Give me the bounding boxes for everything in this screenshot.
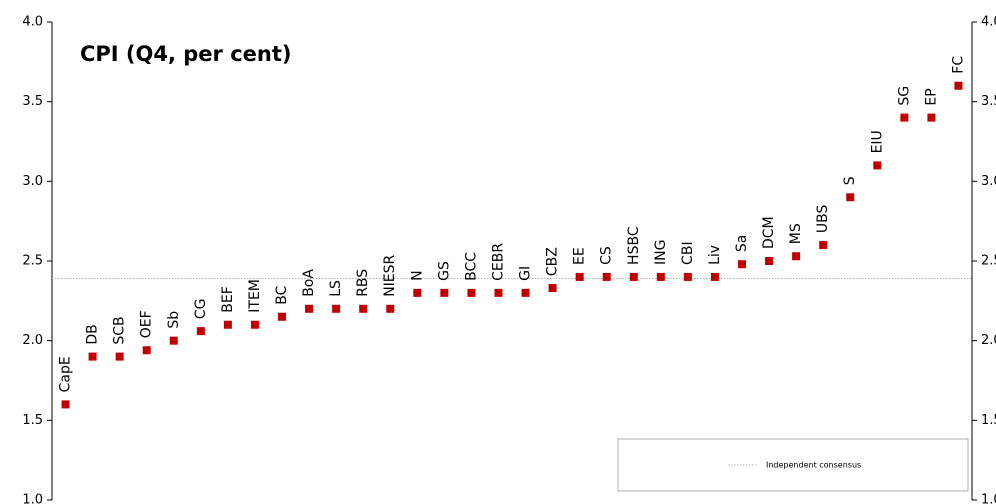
dot: [494, 288, 503, 297]
point-label: DCM: [761, 216, 777, 249]
dot: [115, 352, 124, 361]
y2-tick-label: 3.5: [981, 94, 996, 109]
dot: [846, 193, 855, 202]
point-label: GI: [518, 266, 534, 281]
dot: [927, 113, 936, 122]
point-label: FC: [950, 56, 966, 74]
dot: [548, 284, 557, 293]
dot: [332, 304, 341, 313]
point-label: BCC: [463, 252, 479, 281]
point-label: ING: [653, 239, 669, 264]
point-label: SCB: [112, 316, 128, 344]
dot: [196, 327, 205, 336]
point-label: UBS: [815, 204, 831, 233]
dot: [819, 241, 828, 250]
y2-tick-label: 1.0: [981, 493, 996, 504]
point-label: MS: [788, 223, 804, 244]
dot: [359, 304, 368, 313]
dot: [792, 252, 801, 261]
point-label: CBZ: [545, 247, 561, 276]
dot: [954, 81, 963, 90]
y2-tick-label: 1.5: [981, 413, 996, 428]
point-label: CS: [599, 246, 615, 265]
point-label: GS: [436, 261, 452, 281]
y-tick-label: 1.5: [22, 413, 43, 428]
legend-box: [617, 438, 969, 492]
dot: [629, 272, 638, 281]
point-label: EIU: [869, 130, 885, 153]
dot: [386, 304, 395, 313]
y-tick-label: 3.5: [22, 94, 43, 109]
point-label: EP: [923, 88, 939, 105]
y2-tick-label: 4.0: [981, 15, 996, 30]
dot: [873, 161, 882, 170]
dot: [765, 257, 774, 265]
dot: [738, 260, 746, 269]
point-label: S: [842, 176, 858, 185]
dot: [683, 272, 692, 281]
point-label: NIESR: [382, 254, 398, 296]
point-label: OEF: [139, 310, 155, 338]
dot: [223, 320, 232, 329]
dot: [169, 336, 178, 345]
dot: [710, 272, 719, 281]
point-label: HSBC: [626, 226, 642, 265]
point-label: BC: [274, 285, 290, 304]
dot: [656, 272, 665, 281]
point-label: DB: [85, 324, 101, 344]
point-label: EE: [572, 247, 588, 265]
dot: [900, 113, 909, 122]
dot: [413, 288, 422, 297]
point-label: BoA: [301, 269, 317, 297]
dot: [142, 346, 151, 355]
dot: [61, 400, 70, 409]
y-tick-label: 4.0: [22, 15, 43, 30]
y2-tick-label: 3.0: [981, 174, 996, 189]
dot: [521, 288, 530, 297]
y-tick-label: 1.0: [22, 493, 43, 504]
point-label: RBS: [355, 269, 371, 297]
dot: [305, 304, 314, 313]
y2-tick-label: 2.5: [981, 254, 996, 269]
legend-label: Independent consensus: [766, 461, 861, 470]
dot: [88, 352, 97, 361]
point-label: N: [409, 270, 425, 280]
point-label: BEF: [220, 286, 236, 313]
y-tick-label: 3.0: [22, 174, 43, 189]
point-label: CEBR: [490, 243, 506, 281]
dot: [278, 312, 286, 321]
y-tick-label: 2.5: [22, 254, 43, 269]
dot: [467, 288, 476, 297]
dot: [602, 272, 611, 281]
dot: [250, 320, 259, 329]
point-label: ITEM: [247, 279, 263, 313]
dot: [440, 288, 449, 297]
point-label: Liv: [707, 245, 723, 265]
point-label: Sb: [166, 311, 182, 329]
y2-tick-label: 2.0: [981, 333, 996, 348]
point-label: CBI: [680, 241, 696, 265]
point-label: CG: [193, 298, 209, 319]
y-tick-label: 2.0: [22, 333, 43, 348]
dot: [575, 272, 584, 281]
chart-title: CPI (Q4, per cent): [80, 42, 292, 66]
point-label: SG: [896, 86, 912, 106]
point-label: CapE: [58, 356, 74, 392]
point-label: LS: [328, 280, 344, 297]
point-label: Sa: [734, 235, 750, 252]
